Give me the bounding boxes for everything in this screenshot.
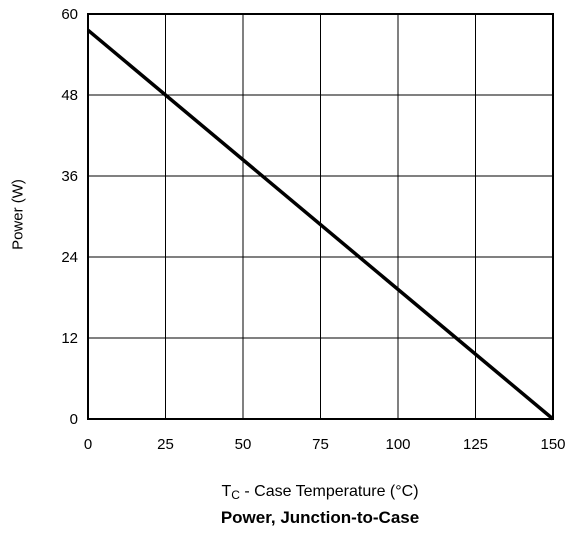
- x-tick-label: 0: [84, 436, 92, 453]
- grid-lines: [87, 13, 554, 420]
- y-tick-label: 36: [61, 168, 78, 185]
- series-line: [86, 28, 555, 421]
- y-tick-label: 0: [70, 411, 78, 428]
- x-tick-label: 100: [385, 436, 410, 453]
- data-series: [86, 28, 555, 421]
- x-tick-label: 125: [463, 436, 488, 453]
- y-axis-label: Power (W): [9, 179, 27, 250]
- tick-labels: 0 25 50 75 100 125 150 0 12 24 36 48 60: [61, 6, 565, 453]
- plot-frame: [87, 13, 554, 420]
- x-tick-label: 50: [235, 436, 252, 453]
- y-tick-label: 60: [61, 6, 78, 23]
- x-axis-label: TC - Case Temperature (°C): [221, 483, 419, 502]
- y-tick-label: 24: [61, 249, 78, 266]
- x-tick-label: 75: [312, 436, 329, 453]
- x-tick-label: 150: [540, 436, 565, 453]
- y-tick-label: 12: [61, 330, 78, 347]
- chart-title: Power, Junction-to-Case: [220, 508, 420, 527]
- y-tick-label: 48: [61, 87, 78, 104]
- x-tick-label: 25: [157, 436, 174, 453]
